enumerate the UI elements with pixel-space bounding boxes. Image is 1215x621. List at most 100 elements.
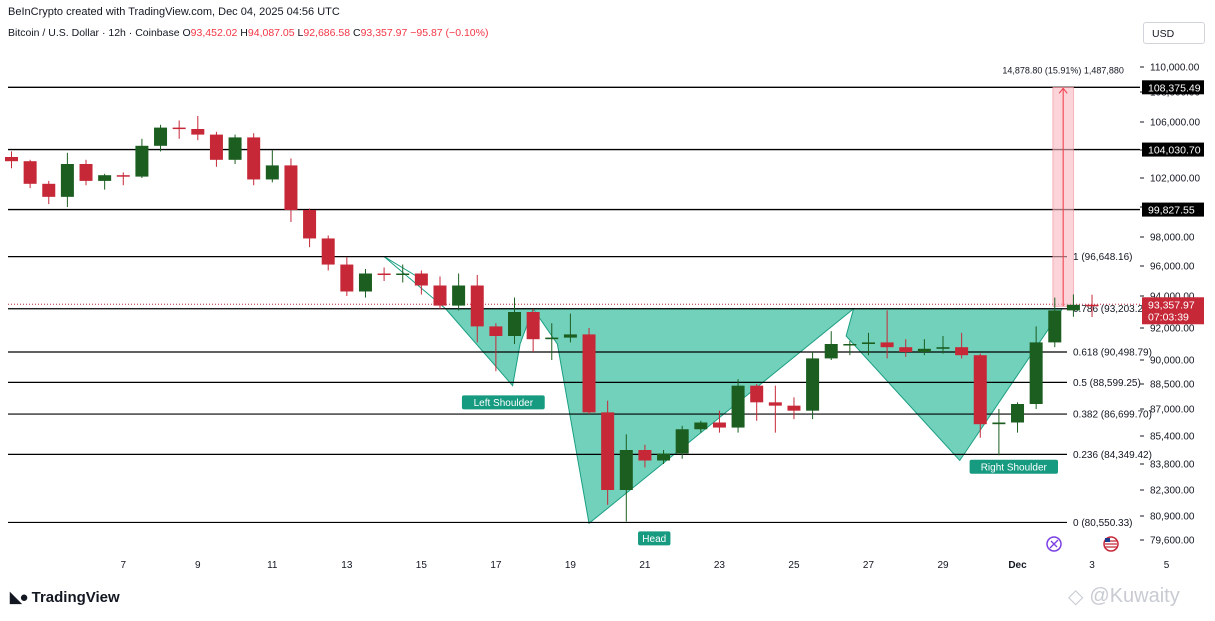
candle xyxy=(1066,294,1080,317)
candle-body xyxy=(340,264,354,292)
x-tick-label: 3 xyxy=(1089,560,1095,571)
candle-body xyxy=(1011,404,1025,423)
candle-body xyxy=(209,134,223,160)
ohlc-label-c: C xyxy=(350,27,361,39)
candle-body xyxy=(60,164,74,197)
candle-body xyxy=(601,412,615,490)
candle xyxy=(489,323,503,372)
candle xyxy=(601,400,615,505)
candle-body xyxy=(861,342,875,344)
fib-level-label: 0.382 (86,699.70) xyxy=(1073,410,1152,421)
candle-body xyxy=(619,450,633,490)
candle xyxy=(265,150,279,183)
x-tick-label: 15 xyxy=(416,560,428,571)
candle xyxy=(712,410,726,433)
candle xyxy=(973,353,987,438)
pattern-label-text: Left Shoulder xyxy=(474,398,534,409)
candle-body xyxy=(5,157,18,162)
candle-body xyxy=(1085,304,1099,307)
candle-body xyxy=(508,312,522,336)
price-level-tag: 99,827.55 xyxy=(1142,202,1204,217)
candle xyxy=(470,275,484,343)
candle xyxy=(936,336,950,354)
candle xyxy=(414,270,428,295)
candle-body xyxy=(42,183,56,197)
tradingview-logo[interactable]: ◣● TradingView xyxy=(10,588,120,607)
candle xyxy=(899,339,913,357)
price-level-tag: 104,030.70 xyxy=(1142,142,1204,157)
candle xyxy=(563,313,577,343)
ohlc-value-h: 94,087.05 xyxy=(247,27,295,39)
fib-level-label: 0.5 (88,599.25) xyxy=(1073,378,1141,389)
y-tick-label: 102,000.00 xyxy=(1150,174,1200,185)
price-change: −95.87 (−0.10%) xyxy=(410,27,489,39)
candle xyxy=(675,425,689,459)
fib-level-label: 1 (96,648.16) xyxy=(1073,252,1133,263)
candle-body xyxy=(731,385,745,428)
candle xyxy=(284,158,298,222)
candle xyxy=(228,134,242,164)
candle-body xyxy=(247,137,261,180)
event-icon-us-flag-canton xyxy=(1105,538,1110,542)
currency-selector[interactable]: USD xyxy=(1143,22,1205,44)
candle-body xyxy=(358,273,372,292)
y-tick-label: 90,000.00 xyxy=(1150,356,1195,367)
candle-body xyxy=(321,238,335,265)
candle xyxy=(917,339,931,356)
candle-body xyxy=(1048,310,1062,343)
candle-body xyxy=(750,385,764,403)
candle xyxy=(787,397,801,420)
x-tick-label: 7 xyxy=(120,560,126,571)
x-tick-label: 29 xyxy=(937,560,949,571)
ohlc-label-l: L xyxy=(294,27,304,39)
candle-body xyxy=(992,422,1006,425)
watermark: ◇ @Kuwaity xyxy=(1068,584,1180,609)
candle xyxy=(79,159,93,186)
pattern-label: Right Shoulder xyxy=(969,459,1058,474)
candle xyxy=(861,332,875,356)
x-tick-label: 19 xyxy=(565,560,577,571)
candle-body xyxy=(284,165,298,210)
candle xyxy=(60,152,74,207)
candle xyxy=(508,297,522,344)
pattern-label-text: Right Shoulder xyxy=(981,462,1048,473)
candle-body xyxy=(917,348,931,352)
ohlc-label-o: O xyxy=(182,27,191,39)
candle-body xyxy=(545,337,559,340)
candle xyxy=(433,276,447,309)
candle xyxy=(209,131,223,167)
candle xyxy=(98,173,112,190)
candle xyxy=(1085,294,1099,318)
candle-body xyxy=(470,285,484,327)
event-icon-crypto xyxy=(1046,536,1062,552)
y-tick-label: 80,900.00 xyxy=(1150,512,1195,523)
candle-body xyxy=(228,137,242,160)
candle xyxy=(1011,402,1025,433)
candle-body xyxy=(675,429,689,454)
candle xyxy=(452,273,466,311)
last-price-tag-bg xyxy=(1142,297,1204,325)
y-tick-label: 98,000.00 xyxy=(1150,233,1195,244)
symbol-name: Bitcoin / U.S. Dollar · 12h · Coinbase xyxy=(8,27,180,39)
pattern-label-text: Head xyxy=(642,534,666,545)
candle-body xyxy=(936,347,950,349)
candle-body xyxy=(694,422,708,430)
ohlc-values: O93,452.02 H94,087.05 L92,686.58 C93,357… xyxy=(183,27,411,39)
x-tick-label: 11 xyxy=(267,560,278,571)
candle-body xyxy=(154,127,168,146)
symbol-line: Bitcoin / U.S. Dollar · 12h · Coinbase O… xyxy=(8,27,488,39)
candle xyxy=(657,450,671,464)
candle xyxy=(377,267,391,281)
y-tick-label: 82,300.00 xyxy=(1150,486,1195,497)
event-icon-crypto-mark xyxy=(1049,539,1059,549)
candle-body xyxy=(843,344,857,346)
candle-body xyxy=(433,285,447,306)
candle xyxy=(116,172,130,186)
candle xyxy=(843,340,857,356)
candle-body xyxy=(414,273,428,286)
x-tick-label: 17 xyxy=(490,560,502,571)
candle xyxy=(582,328,596,415)
candle xyxy=(824,331,838,360)
